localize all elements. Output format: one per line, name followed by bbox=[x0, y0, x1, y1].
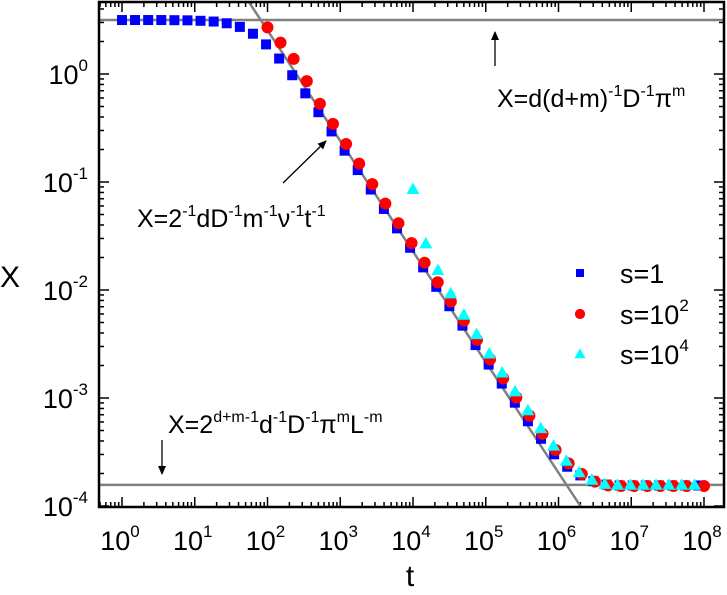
triangle-marker bbox=[687, 478, 701, 490]
square-marker bbox=[576, 269, 584, 277]
power-law-formula: X=2-1dD-1m-1ν-1t-1 bbox=[137, 203, 326, 233]
series-triangle bbox=[406, 182, 701, 490]
triangle-marker bbox=[547, 439, 561, 451]
x-tick-label: 100 bbox=[100, 522, 140, 556]
square-marker bbox=[130, 15, 141, 26]
y-tick-label: 10-4 bbox=[43, 488, 88, 522]
triangle-marker bbox=[598, 477, 612, 489]
circle-marker bbox=[287, 52, 300, 65]
y-tick-label: 10-3 bbox=[43, 380, 88, 414]
circle-marker bbox=[574, 308, 586, 320]
circle-marker bbox=[300, 75, 313, 88]
y-tick-label: 10-2 bbox=[43, 272, 88, 306]
square-marker bbox=[143, 15, 154, 26]
square-marker bbox=[261, 39, 272, 50]
circle-marker bbox=[340, 137, 353, 150]
upper-plateau-formula: X=d(d+m)-1D-1πm bbox=[497, 83, 685, 113]
plot-frame bbox=[97, 0, 726, 509]
square-marker bbox=[300, 88, 311, 99]
legend-label: s=1 bbox=[620, 259, 664, 289]
triangle-marker bbox=[574, 348, 586, 359]
triangle-marker bbox=[636, 478, 650, 490]
legend: s=1 s=102 s=104 bbox=[574, 259, 689, 370]
square-marker bbox=[247, 28, 258, 39]
x-axis-title: t bbox=[406, 560, 415, 593]
circle-marker bbox=[313, 97, 326, 110]
triangle-marker bbox=[495, 365, 509, 378]
y-tick-label: 100 bbox=[48, 56, 88, 90]
circle-marker bbox=[698, 480, 710, 493]
x-tick-label: 107 bbox=[609, 522, 649, 556]
circle-marker bbox=[444, 295, 457, 308]
square-marker bbox=[182, 15, 193, 26]
square-marker bbox=[117, 15, 127, 26]
circle-marker bbox=[353, 157, 366, 170]
circle-marker bbox=[431, 276, 444, 289]
triangle-marker bbox=[623, 478, 637, 490]
triangle-marker bbox=[406, 182, 420, 195]
circle-marker bbox=[274, 36, 287, 49]
triangle-marker bbox=[444, 286, 458, 299]
circle-marker bbox=[418, 256, 431, 269]
triangle-marker bbox=[470, 327, 484, 340]
arrow-diagonal-icon bbox=[282, 140, 327, 184]
x-tick-label: 108 bbox=[682, 522, 722, 556]
y-tick-label: 10-1 bbox=[43, 164, 88, 198]
triangle-marker bbox=[559, 454, 573, 466]
circle-marker bbox=[366, 178, 379, 191]
square-marker bbox=[326, 126, 337, 137]
triangle-marker bbox=[534, 421, 548, 434]
x-tick-label: 104 bbox=[391, 522, 431, 556]
x-tick-label: 103 bbox=[318, 522, 358, 556]
square-marker bbox=[208, 16, 219, 27]
x-tick-label: 102 bbox=[246, 522, 286, 556]
square-marker bbox=[352, 165, 363, 176]
legend-label: s=104 bbox=[620, 336, 689, 370]
triangle-marker bbox=[585, 473, 599, 485]
triangle-marker bbox=[572, 465, 586, 478]
triangle-marker bbox=[431, 263, 445, 276]
annotations: X=d(d+m)-1D-1πm X=2-1dD-1m-1ν-1t-1 X=2d+m-… bbox=[137, 31, 685, 475]
data-series bbox=[117, 15, 710, 493]
circle-marker bbox=[261, 21, 274, 34]
square-marker bbox=[156, 15, 167, 26]
triangle-marker bbox=[662, 478, 676, 490]
tick-labels: 100 101 102 103 104 105 106 107 108 100 10-1 10-2 10… bbox=[43, 56, 722, 556]
square-marker bbox=[221, 18, 232, 29]
legend-item: s=102 bbox=[574, 296, 689, 330]
square-marker bbox=[234, 21, 245, 32]
legend-item: s=104 bbox=[574, 336, 689, 370]
circle-marker bbox=[405, 237, 418, 250]
circle-marker bbox=[326, 117, 339, 130]
square-marker bbox=[274, 53, 285, 64]
triangle-marker bbox=[508, 384, 522, 397]
triangle-marker bbox=[482, 346, 496, 359]
triangle-marker bbox=[419, 236, 433, 249]
y-axis-title: X bbox=[0, 261, 20, 294]
legend-label: s=102 bbox=[620, 296, 689, 330]
square-marker bbox=[169, 15, 180, 26]
triangle-marker bbox=[457, 308, 471, 320]
x-tick-label: 101 bbox=[173, 522, 213, 556]
square-marker bbox=[287, 70, 298, 81]
lower-plateau-formula: X=2d+m-1d-1D-1πmL-m bbox=[168, 409, 383, 439]
square-marker bbox=[195, 15, 206, 26]
triangle-marker bbox=[521, 403, 535, 416]
legend-item: s=1 bbox=[576, 259, 664, 289]
triangle-marker bbox=[675, 478, 689, 490]
square-marker bbox=[313, 107, 324, 118]
triangle-marker bbox=[649, 478, 663, 490]
circle-marker bbox=[392, 217, 405, 230]
circle-marker bbox=[379, 197, 392, 210]
x-tick-label: 105 bbox=[464, 522, 504, 556]
square-marker bbox=[339, 145, 350, 156]
triangle-marker bbox=[611, 478, 625, 490]
x-tick-label: 106 bbox=[537, 522, 577, 556]
